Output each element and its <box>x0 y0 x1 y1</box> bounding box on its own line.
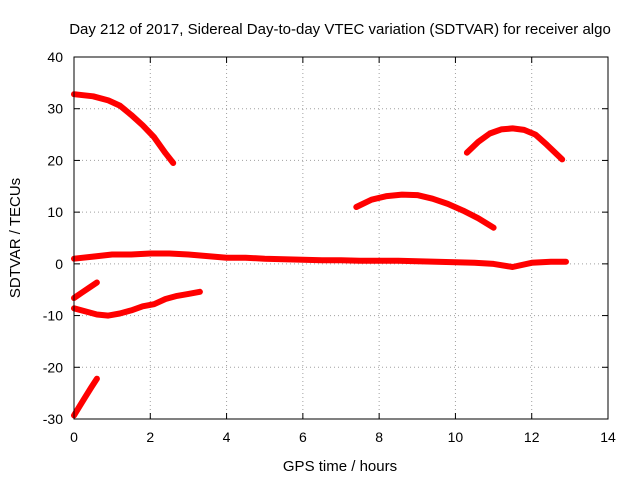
y-tick-label: -10 <box>43 308 63 324</box>
series-track-b <box>463 125 566 163</box>
y-tick-label: -30 <box>43 411 63 427</box>
x-tick-label: 10 <box>448 429 464 445</box>
x-tick-label: 12 <box>524 429 540 445</box>
series-track-a <box>71 91 177 166</box>
y-tick-label: 20 <box>47 152 63 168</box>
x-tick-label: 6 <box>299 429 307 445</box>
data-series <box>71 91 569 419</box>
x-tick-label: 2 <box>146 429 154 445</box>
chart-title: Day 212 of 2017, Sidereal Day-to-day VTE… <box>69 21 611 38</box>
plot-frame <box>73 56 609 420</box>
grid <box>74 57 608 419</box>
series-track-e <box>71 288 203 319</box>
series-track-c <box>353 191 497 231</box>
x-tick-label: 8 <box>375 429 383 445</box>
series-track-d <box>71 250 569 270</box>
y-tick-label: 0 <box>55 256 63 272</box>
axis-ticks: 0 2 4 6 8 10 12 14 -30 -20 -10 0 10 20 30 40 <box>43 49 616 445</box>
x-axis-label: GPS time / hours <box>283 458 397 475</box>
x-tick-label: 0 <box>70 429 78 445</box>
y-tick-label: 40 <box>47 49 63 65</box>
y-tick-label: 10 <box>47 204 63 220</box>
y-tick-label: -20 <box>43 359 63 375</box>
y-tick-label: 30 <box>47 101 63 117</box>
series-track-g <box>71 375 100 419</box>
x-tick-label: 14 <box>600 429 616 445</box>
series-track-f <box>71 279 100 301</box>
y-axis-label: SDTVAR / TECUs <box>7 178 24 298</box>
x-tick-label: 4 <box>223 429 231 445</box>
